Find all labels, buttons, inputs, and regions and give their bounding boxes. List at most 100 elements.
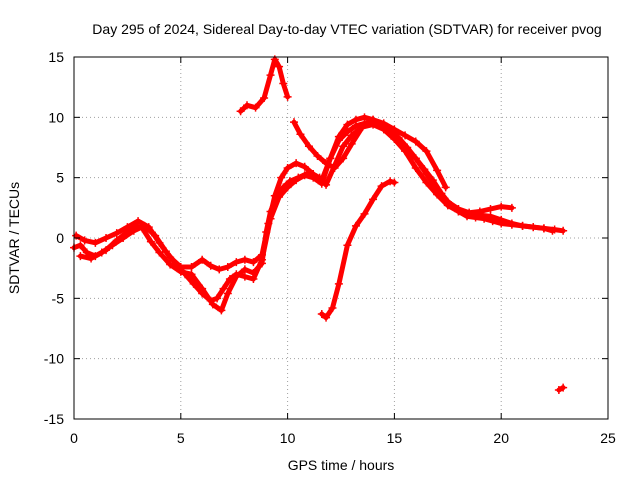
data-point (317, 310, 326, 319)
data-point (480, 214, 489, 223)
data-point (189, 279, 198, 288)
data-point (80, 236, 89, 245)
data-point (119, 234, 128, 242)
data-point (539, 224, 548, 233)
data-point (559, 226, 568, 235)
x-tick-label: 15 (387, 430, 403, 446)
data-point (240, 272, 249, 281)
data-point (76, 241, 85, 250)
data-point (249, 275, 258, 284)
data-point (379, 119, 388, 128)
data-point (437, 189, 446, 198)
data-point (206, 296, 215, 305)
data-point (304, 142, 313, 151)
data-point (213, 294, 222, 303)
data-point (198, 255, 207, 264)
data-point (411, 137, 420, 146)
data-point (215, 265, 224, 274)
data-point (140, 221, 149, 230)
data-point (445, 200, 454, 209)
data-point (251, 103, 260, 112)
data-point (497, 219, 506, 228)
data-point (328, 303, 337, 312)
y-tick-label: -5 (52, 290, 65, 306)
data-point (292, 159, 301, 168)
data-point (386, 177, 395, 186)
data-point (91, 238, 100, 247)
data-point (292, 176, 301, 185)
data-point (146, 237, 155, 246)
data-point (401, 131, 410, 140)
data-point (232, 270, 241, 279)
data-point (422, 178, 431, 187)
data-point (339, 142, 348, 151)
y-tick-label: 10 (48, 109, 64, 125)
data-point (134, 217, 143, 226)
data-point (507, 203, 516, 212)
x-tick-label: 5 (177, 430, 185, 446)
data-point (225, 275, 234, 284)
data-point (334, 136, 343, 145)
data-point (296, 130, 305, 139)
data-point (206, 261, 215, 270)
data-point (351, 121, 360, 130)
data-point (486, 205, 495, 214)
data-point (322, 159, 331, 168)
data-point (411, 164, 420, 173)
data-point (347, 139, 356, 148)
data-point (300, 171, 309, 180)
y-tick-label: 0 (56, 230, 64, 246)
data-point (428, 176, 437, 185)
data-point (187, 262, 196, 271)
data-point (219, 284, 228, 293)
y-tick-label: 15 (48, 49, 64, 65)
data-point (369, 195, 378, 204)
data-point (441, 183, 450, 192)
data-point (112, 229, 121, 238)
chart-title: Day 295 of 2024, Sidereal Day-to-day VTE… (92, 21, 601, 37)
data-point (330, 164, 339, 173)
data-point (529, 223, 538, 232)
data-point (217, 306, 226, 315)
data-point (76, 252, 85, 261)
data-point (471, 213, 480, 222)
data-point (275, 62, 284, 71)
data-point (497, 202, 506, 211)
data-point (334, 279, 343, 288)
data-point (290, 118, 299, 127)
data-point (123, 223, 132, 232)
data-point (390, 178, 399, 187)
data-point (257, 255, 266, 264)
data-point (548, 226, 557, 235)
series-track-d (236, 55, 292, 116)
data-point (343, 127, 352, 136)
data-point (283, 92, 292, 101)
data-point (369, 115, 378, 124)
x-axis-label: GPS time / hours (288, 457, 395, 473)
data-point (317, 179, 326, 188)
data-point (240, 255, 249, 264)
data-point (283, 164, 292, 173)
data-point (475, 207, 484, 216)
data-point (277, 173, 286, 182)
data-point (260, 94, 269, 103)
data-series (70, 55, 568, 395)
data-point (507, 220, 516, 229)
data-point (108, 241, 117, 250)
y-tick-label: -15 (44, 411, 64, 427)
y-tick-label: -10 (44, 351, 64, 367)
data-point (87, 254, 96, 263)
axis-ticks: 0 5 10 15 20 25 -15 -10 -5 0 5 10 15 (44, 49, 616, 446)
data-point (454, 207, 463, 216)
data-point (488, 217, 497, 226)
data-point (343, 241, 352, 250)
data-point (181, 270, 190, 279)
x-tick-label: 20 (493, 430, 509, 446)
data-point (283, 183, 292, 192)
series-track-g (554, 383, 568, 395)
data-point (554, 386, 563, 395)
data-point (411, 154, 420, 163)
data-point (275, 192, 284, 201)
y-tick-label: 5 (56, 170, 64, 186)
data-point (300, 162, 309, 171)
